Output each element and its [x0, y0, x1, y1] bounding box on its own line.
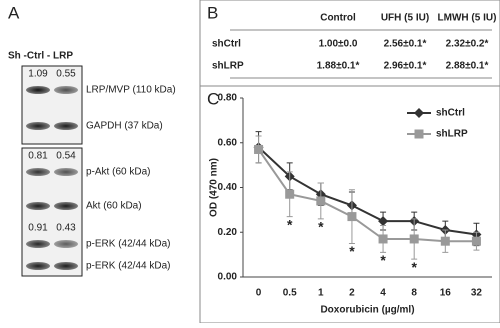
blot-band [26, 168, 50, 176]
y-tick-label: 0.80 [218, 93, 238, 104]
y-tick-label: 0.40 [218, 182, 238, 193]
band-quant: 1.09 [28, 69, 48, 80]
panel-frame [199, 0, 500, 87]
y-tick-label: 0.00 [218, 272, 238, 283]
data-point [409, 234, 419, 244]
band-quant: 0.54 [56, 151, 76, 162]
y-tick-label: 0.20 [218, 227, 238, 238]
data-point [378, 216, 389, 227]
blot-band [54, 122, 78, 130]
band-quant: 0.81 [28, 151, 48, 162]
table-cell: 2.96±0.1* [384, 61, 427, 72]
lane-header: Sh -Ctrl - LRP [8, 51, 73, 62]
data-point [471, 236, 481, 246]
series-line [257, 148, 477, 243]
significance-marker: * [349, 243, 355, 259]
y-axis-title: OD (470 nm) [209, 158, 220, 217]
y-tick-label: 0.60 [218, 137, 238, 148]
legend-label: shLRP [436, 129, 468, 140]
significance-marker: * [380, 252, 386, 268]
data-point [285, 189, 295, 199]
x-tick-label: 1 [318, 288, 324, 299]
table-cell: 2.32±0.2* [446, 39, 489, 50]
blot-label: GAPDH (37 kDa) [86, 121, 163, 132]
x-tick-label: 2 [349, 288, 355, 299]
legend-marker [414, 108, 424, 118]
blot-band [54, 86, 78, 94]
data-point [254, 144, 264, 154]
panel-label: B [207, 3, 218, 22]
x-tick-label: 0 [256, 288, 262, 299]
data-point [316, 196, 326, 206]
blot-box [21, 65, 83, 145]
legend-marker [414, 129, 424, 139]
blot-band [54, 262, 78, 270]
band-quant: 0.91 [28, 223, 48, 234]
blot-band [26, 240, 50, 248]
blot-label: p-ERK (42/44 kDa) [86, 239, 170, 250]
blot-band [26, 86, 50, 94]
blot-label: Akt (60 kDa) [86, 201, 142, 212]
band-quant: 0.55 [56, 69, 76, 80]
significance-marker: * [287, 216, 293, 232]
blot-band [54, 168, 78, 176]
panel-label: A [8, 3, 20, 22]
blot-band [26, 262, 50, 270]
panel-label: C [207, 89, 219, 108]
blot-label: LRP/MVP (110 kDa) [86, 85, 176, 96]
series-line [257, 146, 477, 236]
table-cell: 1.00±0.0 [319, 39, 358, 50]
blot-label: p-ERK (42/44 kDa) [86, 261, 170, 272]
blot-band [26, 202, 50, 210]
table-header: LMWH (5 IU) [438, 13, 497, 24]
blot-label: p-Akt (60 kDa) [86, 167, 150, 178]
x-tick-label: 32 [471, 288, 483, 299]
x-tick-label: 16 [440, 288, 452, 299]
table-header: UFH (5 IU) [381, 13, 429, 24]
data-point [440, 236, 450, 246]
table-cell: 1.88±0.1* [317, 61, 360, 72]
data-point [378, 234, 388, 244]
x-tick-label: 0.5 [283, 288, 297, 299]
significance-marker: * [318, 219, 324, 235]
x-tick-label: 4 [380, 288, 386, 299]
band-quant: 0.43 [56, 223, 76, 234]
x-tick-label: 8 [411, 288, 417, 299]
table-header: Control [320, 13, 356, 24]
significance-marker: * [411, 259, 417, 275]
table-cell: 2.56±0.1* [384, 39, 427, 50]
blot-band [26, 122, 50, 130]
table-cell: shCtrl [212, 39, 241, 50]
blot-band [54, 240, 78, 248]
table-cell: 2.88±0.1* [446, 61, 489, 72]
blot-box [21, 147, 83, 277]
blot-band [54, 202, 78, 210]
table-cell: shLRP [212, 61, 244, 72]
legend-label: shCtrl [436, 108, 465, 119]
x-axis-title: Doxorubicin (µg/ml) [320, 305, 414, 316]
data-point [347, 212, 357, 222]
